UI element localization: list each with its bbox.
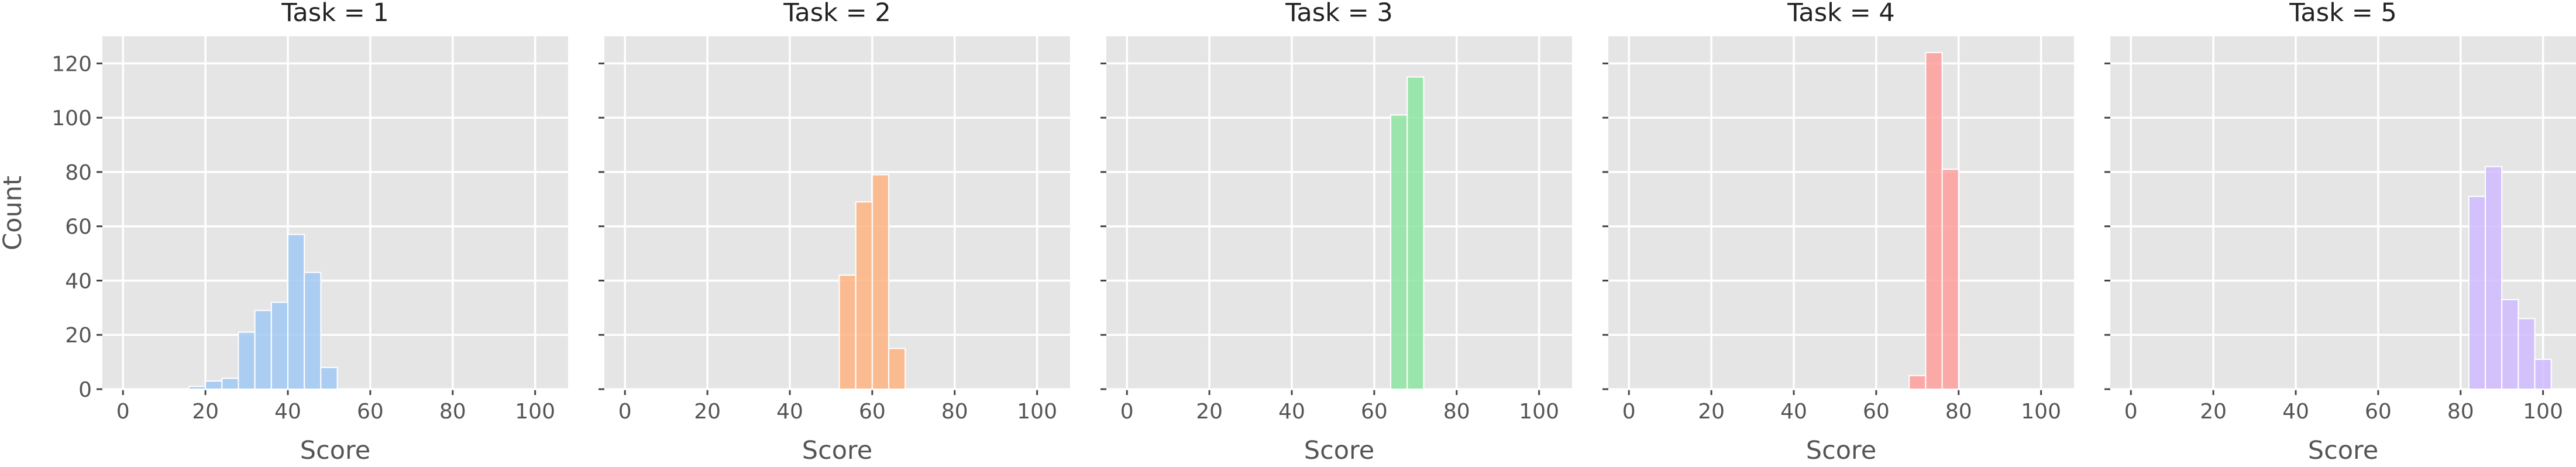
histogram-bar (1390, 114, 1408, 390)
y-tick-label: 0 (78, 378, 92, 402)
histogram-bar (205, 380, 223, 390)
facet-panel: 0 20 40 60 80 100 Task = 4 Score (1602, 0, 2074, 465)
x-tick-label: 100 (515, 400, 555, 424)
x-tick-label: 60 (859, 400, 886, 424)
x-tick-label: 20 (1698, 400, 1725, 424)
histogram-bar (304, 272, 322, 390)
histogram-bar (2517, 318, 2536, 390)
histogram-bar (287, 234, 305, 390)
histogram-bar (1941, 169, 1959, 390)
x-tick-label: 80 (2447, 400, 2474, 424)
x-tick-label: 100 (2021, 400, 2061, 424)
x-tick-label: 40 (776, 400, 803, 424)
panel-background (1106, 36, 1572, 389)
x-tick-label: 0 (2124, 400, 2138, 424)
histogram-bar (221, 377, 239, 390)
panel-background (1608, 36, 2074, 389)
panel-title: Task = 2 (783, 0, 891, 28)
histogram-bar (888, 348, 906, 390)
x-tick-label: 100 (2523, 400, 2563, 424)
x-tick-label: 0 (116, 400, 130, 424)
x-tick-label: 0 (1622, 400, 1636, 424)
x-tick-label: 20 (694, 400, 721, 424)
x-tick-label: 100 (1017, 400, 1057, 424)
facet-panel: 0 20 40 60 80 100 Task = 2 Score (599, 0, 1070, 465)
x-tick-label: 0 (1120, 400, 1134, 424)
x-tick-label: 40 (274, 400, 301, 424)
x-tick-label: 80 (1443, 400, 1470, 424)
x-tick-label: 20 (1196, 400, 1223, 424)
histogram-bar (254, 310, 272, 390)
histogram-bar (838, 274, 857, 390)
x-tick-label: 40 (1278, 400, 1305, 424)
x-tick-label: 80 (941, 400, 968, 424)
histogram-bar (1908, 375, 1927, 390)
y-tick-label: 80 (65, 161, 92, 185)
facet-panel: 0 20 40 60 80 100 0 20 40 60 80 100 120 Task = 1 Score (51, 0, 568, 465)
panel-title: Task = 4 (1787, 0, 1895, 28)
x-tick-label: 20 (2200, 400, 2227, 424)
y-tick-label: 100 (51, 107, 92, 131)
y-tick-label: 40 (65, 269, 92, 293)
x-tick-label: 60 (357, 400, 384, 424)
x-tick-label: 80 (1945, 400, 1972, 424)
x-axis-label: Score (300, 436, 370, 465)
histogram-bar (2485, 166, 2503, 390)
x-tick-label: 60 (1361, 400, 1388, 424)
x-tick-label: 20 (192, 400, 219, 424)
facet-panel: 0 20 40 60 80 100 Task = 3 Score (1100, 0, 1572, 465)
x-tick-label: 40 (2282, 400, 2309, 424)
y-tick-label: 60 (65, 215, 92, 239)
histogram-bar (320, 366, 338, 390)
histogram-bar (2468, 195, 2486, 390)
histogram-bar (238, 331, 256, 390)
x-tick-label: 60 (1863, 400, 1890, 424)
x-tick-label: 60 (2365, 400, 2392, 424)
panel-background (102, 36, 568, 389)
histogram-bar (871, 174, 890, 390)
histogram-bar (2501, 298, 2519, 390)
histogram-bar (855, 201, 873, 390)
histogram-bar (2534, 358, 2552, 390)
x-axis-label: Score (1806, 436, 1876, 465)
facet-panel: 0 20 40 60 80 100 Task = 5 Score (2104, 0, 2576, 465)
histogram-bar (270, 301, 288, 390)
panel-background (604, 36, 1070, 389)
y-axis-label: Count (0, 176, 27, 250)
y-tick-label: 120 (51, 52, 92, 76)
x-tick-label: 0 (618, 400, 632, 424)
panel-title: Task = 5 (2289, 0, 2397, 28)
x-axis-label: Score (1304, 436, 1374, 465)
x-tick-label: 40 (1780, 400, 1807, 424)
x-axis-label: Score (802, 436, 872, 465)
histogram-bar (188, 386, 207, 390)
panel-title: Task = 3 (1285, 0, 1393, 28)
histogram-bar (1925, 51, 1943, 390)
x-axis-label: Score (2308, 436, 2378, 465)
panel-title: Task = 1 (281, 0, 389, 28)
x-tick-label: 80 (439, 400, 466, 424)
y-tick-label: 20 (65, 324, 92, 348)
x-tick-label: 100 (1519, 400, 1559, 424)
histogram-bar (1406, 76, 1425, 390)
